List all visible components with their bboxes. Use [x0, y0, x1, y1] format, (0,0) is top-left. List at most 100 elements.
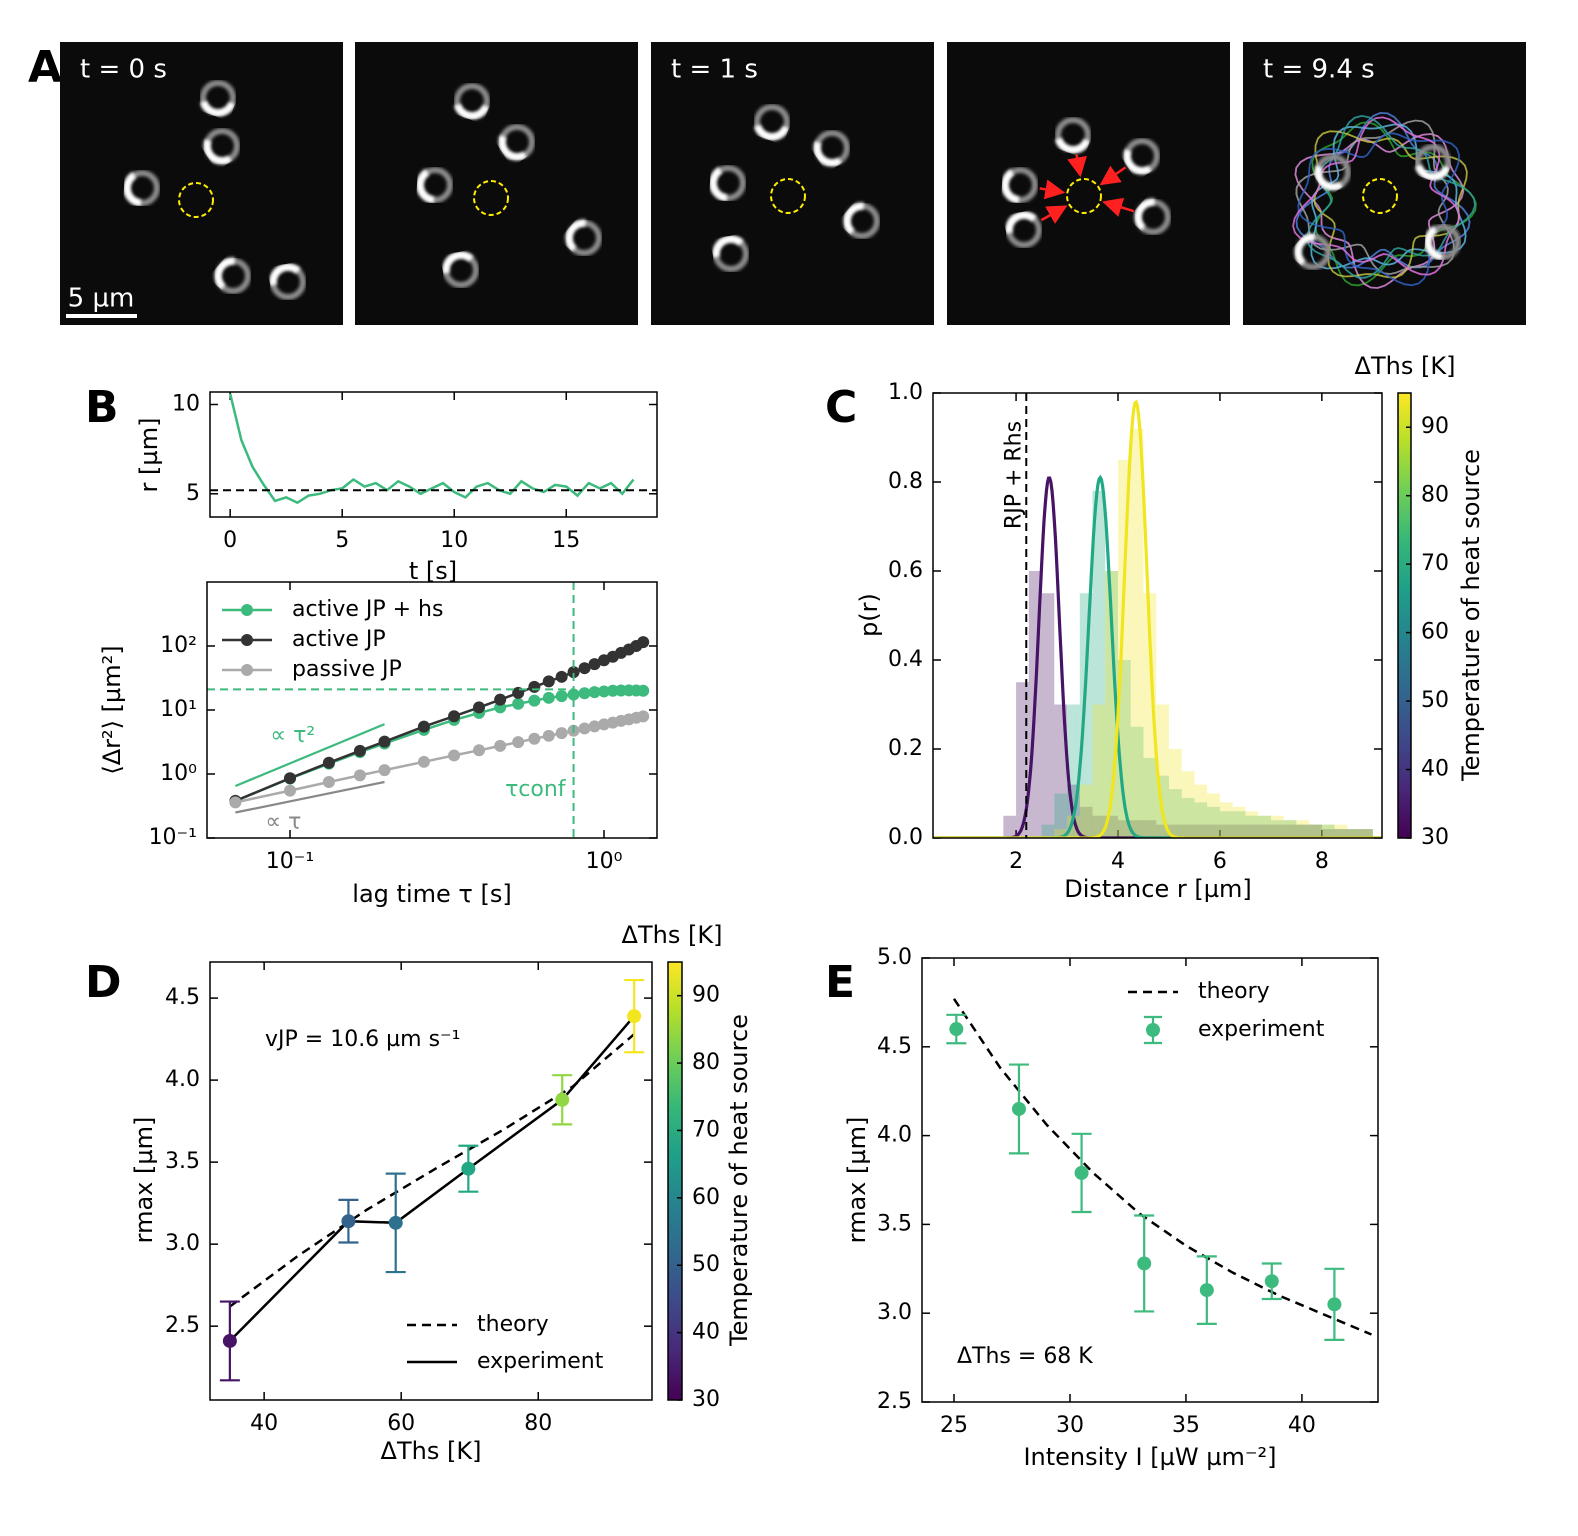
x-tick-label: 10⁻¹ [266, 849, 314, 874]
data-point [222, 1333, 237, 1348]
particle-cap [813, 129, 851, 167]
data-point [473, 701, 486, 714]
y-tick-label: 2.5 [165, 1313, 200, 1338]
colorbar-tick-label: 90 [1421, 414, 1449, 439]
particle-cap [416, 166, 454, 204]
annotation: ΔThs = 68 K [957, 1344, 1093, 1369]
micrograph [651, 42, 934, 325]
y-axis-label: p(r) [855, 593, 883, 637]
time-label: t = 0 s [80, 55, 167, 85]
data-point [555, 690, 568, 703]
x-tick-label: 5 [335, 528, 349, 553]
histogram-bar [1041, 824, 1055, 838]
series-line [229, 1015, 636, 1342]
legend-label: experiment [477, 1349, 604, 1374]
x-tick-label: 2 [1009, 849, 1023, 874]
arrow [1040, 205, 1068, 224]
arrow [1099, 165, 1127, 186]
histogram-bar [1283, 824, 1297, 838]
y-tick-label: 0.6 [888, 558, 923, 583]
y-tick-label: 3.0 [877, 1300, 912, 1325]
histogram-bar [1245, 824, 1259, 838]
particle-cap [1314, 153, 1352, 191]
colorbar-label: Temperature of heat source [725, 1014, 753, 1347]
particle-cap [442, 251, 480, 289]
data-point [473, 744, 486, 757]
histogram-bar [1258, 815, 1271, 838]
y-tick-label: 10⁰ [160, 761, 197, 786]
arrow [1039, 179, 1066, 200]
colorbar-tick-label: 50 [692, 1252, 720, 1277]
data-point [528, 694, 541, 707]
data-point [627, 1009, 642, 1024]
data-point [417, 755, 430, 768]
histogram-bar [1130, 428, 1144, 838]
particle-cap [565, 219, 603, 257]
y-tick-label: 4.5 [165, 985, 200, 1010]
histogram-bar [1168, 789, 1182, 838]
plot-frame [921, 957, 1379, 1403]
legend-swatch [241, 664, 253, 676]
colorbar-tick-label: 60 [1421, 620, 1449, 645]
particle-cap [203, 127, 241, 165]
panel-label: C [825, 382, 857, 433]
histogram-bar [1143, 593, 1157, 838]
data-point [494, 693, 507, 706]
histogram-bar [1270, 820, 1284, 838]
histogram-bar [1309, 824, 1322, 838]
histogram-bar [1219, 824, 1233, 838]
plot-frame [209, 391, 658, 518]
x-tick-label: 15 [552, 528, 580, 553]
data-point [555, 670, 568, 683]
data-point [388, 1215, 403, 1230]
histogram-bar [1181, 824, 1195, 838]
histogram-bar [1194, 824, 1208, 838]
plot-frame [932, 392, 1383, 839]
trajectory [1292, 116, 1461, 276]
y-tick-label: 0.8 [888, 469, 923, 494]
histogram-bar [1168, 749, 1182, 838]
data-point [588, 720, 601, 733]
x-tick-label: 25 [940, 1413, 968, 1438]
particle-cap [269, 263, 307, 301]
histogram-bar [1347, 829, 1361, 838]
y-tick-label: 3.0 [165, 1231, 200, 1256]
histogram-bar [1270, 824, 1284, 838]
data-point [512, 697, 525, 710]
data-point [1137, 1256, 1152, 1271]
histogram-bar [1283, 820, 1297, 838]
annotation: vJP = 10.6 µm s⁻¹ [265, 1027, 461, 1052]
histogram-bar [1347, 829, 1361, 838]
data-point [461, 1161, 476, 1176]
particle-cap [1134, 198, 1172, 236]
data-point [512, 736, 525, 749]
colorbar [1397, 392, 1412, 839]
colorbar-tick-label: 60 [692, 1185, 720, 1210]
data-point [578, 687, 591, 700]
y-tick-label: 10¹ [160, 697, 197, 722]
y-tick-label: 1.0 [888, 380, 923, 405]
data-point [353, 744, 366, 757]
series-line [228, 393, 635, 505]
data-point [555, 1092, 570, 1107]
data-point [448, 749, 461, 762]
histogram-bar [1321, 824, 1335, 838]
data-point [578, 722, 591, 735]
particle-cap [453, 82, 491, 120]
histogram-bar [1118, 459, 1131, 838]
micrograph [355, 42, 638, 325]
data-point [588, 686, 601, 699]
trajectory [1313, 130, 1468, 279]
y-tick-label: 5 [186, 481, 200, 506]
data-point [1199, 1283, 1214, 1298]
y-tick-label: 5.0 [877, 945, 912, 970]
legend-swatch [1146, 1023, 1160, 1037]
histogram-bar [1334, 829, 1348, 838]
x-axis-label: Distance r [µm] [1064, 875, 1251, 903]
histogram-bar [1067, 815, 1080, 838]
heat-source [770, 178, 806, 214]
x-tick-label: 35 [1172, 1413, 1200, 1438]
histogram-bar [1296, 824, 1310, 838]
y-tick-label: 10² [160, 633, 197, 658]
